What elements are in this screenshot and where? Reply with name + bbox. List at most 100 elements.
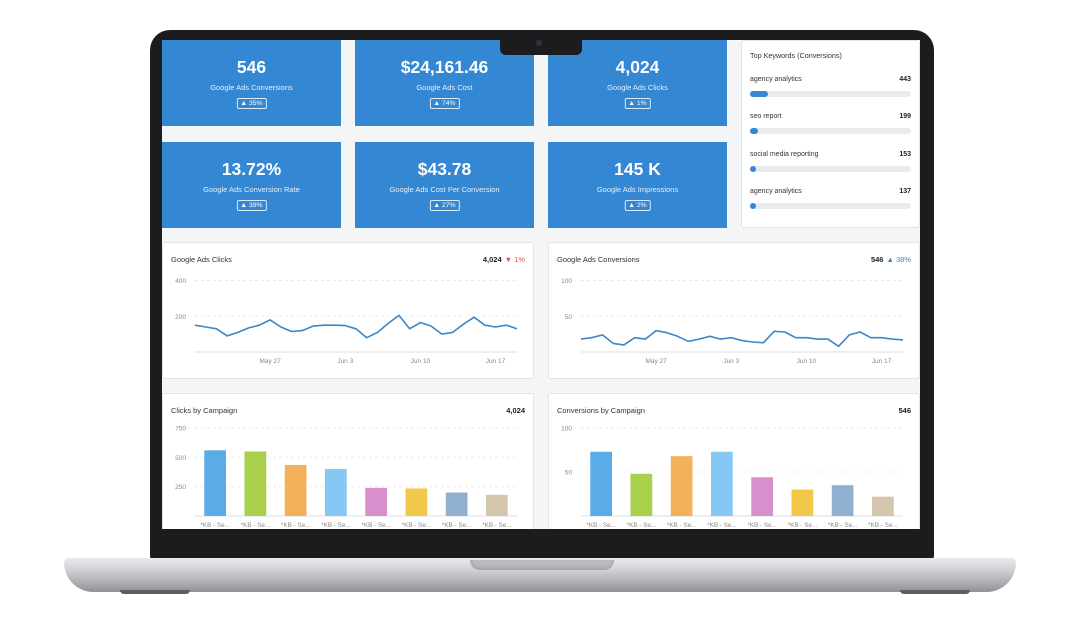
card-value: 4,024 [506, 406, 525, 415]
keyword-bar-fill [750, 128, 759, 134]
x-tick-label: *KB - Se... [828, 522, 858, 529]
bar [405, 488, 428, 516]
x-tick-label: *KB - Se... [361, 522, 391, 529]
kpi-tile-cost-per-conversion[interactable]: $43.78 Google Ads Cost Per Conversion ▲ … [355, 142, 534, 228]
x-tick-label: Jun 17 [872, 358, 892, 365]
bar [445, 492, 468, 516]
y-tick-label: 100 [561, 426, 572, 433]
keyword-bar-track [750, 128, 911, 134]
kpi-tile-conversions[interactable]: 546 Google Ads Conversions ▲ 35% [162, 40, 341, 126]
top-keywords-card[interactable]: Top Keywords (Conversions) agency analyt… [741, 40, 920, 228]
x-tick-label: *KB - Se... [442, 522, 472, 529]
card-title: Google Ads Clicks [171, 255, 232, 264]
card-value: 546 ▲ 38% [871, 255, 911, 264]
kpi-value: 546 [236, 57, 267, 77]
kpi-label: Google Ads Conversion Rate [203, 185, 300, 194]
x-tick-label: Jun 17 [486, 358, 506, 365]
clicks-line-chart-card[interactable]: Google Ads Clicks 4,024 ▼ 1% 200 400 May 27… [162, 242, 534, 379]
kpi-label: Google Ads Conversions [210, 83, 293, 92]
kpi-tile-cost[interactable]: $24,161.46 Google Ads Cost ▲ 74% [355, 40, 534, 126]
kpi-label: Google Ads Cost [416, 83, 473, 92]
camera-notch [500, 30, 582, 55]
dashboard-screen: 546 Google Ads Conversions ▲ 35% $24,161… [162, 40, 920, 529]
clicks-by-campaign-card[interactable]: Clicks by Campaign 4,024 250 500 750 *KB - … [162, 393, 534, 529]
y-tick-label: 200 [175, 314, 186, 321]
y-tick-label: 50 [565, 470, 573, 477]
card-title: Conversions by Campaign [557, 406, 645, 415]
x-tick-label: *KB - Se... [402, 522, 432, 529]
conversions-line-chart-card[interactable]: Google Ads Conversions 546 ▲ 38% 50 100 May… [548, 242, 920, 379]
bar [831, 485, 854, 516]
keyword-bar-fill [750, 91, 768, 97]
kpi-tile-conversion-rate[interactable]: 13.72% Google Ads Conversion Rate ▲ 39% [162, 142, 341, 228]
keyword-row[interactable]: social media reporting 153 [750, 151, 911, 177]
keyword-label: agency analytics [750, 76, 802, 83]
card-title: Clicks by Campaign [171, 406, 238, 415]
keyword-row[interactable]: agency analytics 137 [750, 188, 911, 214]
x-tick-label: *KB - Se... [482, 522, 512, 529]
y-tick-label: 250 [175, 484, 186, 491]
bar [590, 451, 612, 516]
bar [791, 489, 814, 516]
x-tick-label: Jun 3 [723, 358, 739, 365]
kpi-tile-impressions[interactable]: 145 K Google Ads Impressions ▲ 2% [548, 142, 727, 228]
keyword-row[interactable]: seo report 199 [750, 113, 911, 139]
x-tick-label: *KB - Se... [747, 522, 777, 529]
bar [630, 473, 653, 516]
bar [204, 450, 226, 516]
card-value: 4,024 ▼ 1% [483, 255, 525, 264]
bar [711, 451, 733, 516]
x-tick-label: May 27 [259, 358, 281, 365]
x-tick-label: Jun 3 [337, 358, 353, 365]
bar [872, 496, 894, 516]
kpi-label: Google Ads Clicks [607, 83, 668, 92]
x-tick-label: Jun 10 [797, 358, 817, 365]
x-tick-label: *KB - Se... [281, 522, 311, 529]
keyword-label: agency analytics [750, 188, 802, 195]
x-tick-label: *KB - Se... [241, 522, 271, 529]
kpi-value: 145 K [614, 159, 661, 179]
keyword-count: 153 [899, 151, 911, 158]
keyword-count: 443 [899, 76, 911, 83]
conversions-by-campaign-card[interactable]: Conversions by Campaign 546 50 100 *KB - S… [548, 393, 920, 529]
x-tick-label: *KB - Se... [586, 522, 616, 529]
keyword-bar-fill [750, 166, 757, 172]
clicks-by-campaign-bar-chart: 250 500 750 *KB - Se... *KB - Se... *KB - Se.… [175, 426, 517, 529]
y-tick-label: 50 [565, 314, 573, 321]
card-title: Top Keywords (Conversions) [750, 51, 842, 60]
x-tick-label: *KB - Se... [200, 522, 230, 529]
series-line [580, 329, 904, 348]
clicks-line-chart: 200 400 May 27 Jun 3 Jun 10 Jun 17 [175, 278, 518, 365]
card-total: 546 [870, 255, 884, 264]
kpi-label: Google Ads Cost Per Conversion [389, 185, 500, 194]
x-tick-label: *KB - Se... [788, 522, 818, 529]
conversions-line-chart: 50 100 May 27 Jun 3 Jun 10 Jun 17 [561, 278, 904, 365]
keyword-row[interactable]: agency analytics 443 [750, 76, 911, 102]
kpi-value: $24,161.46 [400, 57, 489, 77]
conversions-by-campaign-bar-chart: 50 100 *KB - Se... *KB - Se... *KB - Se... *K… [561, 426, 903, 529]
card-total: 4,024 [482, 255, 502, 264]
x-tick-label: *KB - Se... [868, 522, 898, 529]
kpi-value: $43.78 [417, 159, 472, 179]
card-delta: ▼ 1% [504, 255, 525, 264]
kpi-delta-badge: ▲ 39% [236, 200, 267, 211]
camera-icon [536, 40, 542, 46]
bar [486, 494, 508, 516]
keyword-count: 199 [899, 113, 911, 120]
x-tick-label: *KB - Se... [627, 522, 657, 529]
card-value: 546 [898, 406, 911, 415]
keyword-bar-track [750, 91, 911, 97]
keyword-label: social media reporting [750, 151, 819, 158]
y-tick-label: 500 [175, 455, 186, 462]
x-tick-label: Jun 10 [411, 358, 431, 365]
x-tick-label: *KB - Se... [707, 522, 737, 529]
kpi-delta-badge: ▲ 74% [429, 98, 460, 109]
laptop-opening-groove [470, 560, 614, 570]
series-line [194, 314, 518, 339]
card-delta: ▲ 38% [886, 255, 911, 264]
bar [244, 451, 267, 516]
y-tick-label: 400 [175, 278, 186, 285]
kpi-delta-badge: ▲ 1% [624, 98, 651, 109]
bar [365, 487, 387, 516]
x-tick-label: May 27 [645, 358, 667, 365]
